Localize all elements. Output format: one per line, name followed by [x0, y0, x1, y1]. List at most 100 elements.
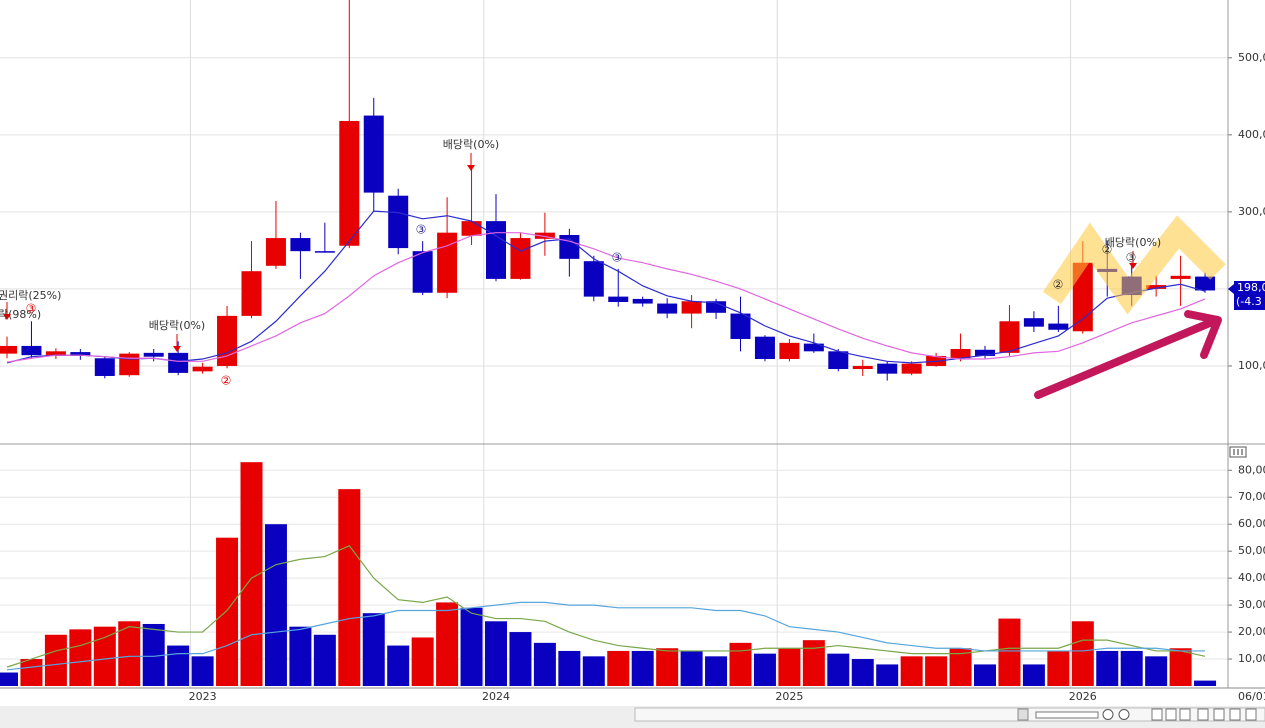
candle-body	[217, 315, 238, 366]
candle-body	[192, 366, 213, 372]
volume-bar	[729, 642, 752, 686]
zoom-in-button[interactable]	[1118, 709, 1130, 720]
volume-bar	[998, 618, 1021, 686]
event-marker: ②	[1102, 243, 1113, 257]
volume-bar	[20, 659, 43, 686]
volume-bar	[509, 632, 532, 686]
volume-bar	[582, 656, 605, 686]
event-arrow-head	[1129, 263, 1137, 269]
moving-average-line	[6, 232, 1206, 363]
candle-body	[583, 261, 604, 297]
volume-bar	[118, 621, 141, 686]
grid-layer: 100,000200,000300,000400,000500,00010,00…	[0, 0, 1265, 703]
candle-body	[950, 349, 971, 359]
volume-bar	[558, 650, 581, 686]
price-tag-change: (-4.3	[1236, 295, 1262, 308]
candle-body	[290, 238, 311, 252]
volume-average-line	[6, 545, 1206, 668]
tool-button[interactable]	[1229, 708, 1241, 721]
candle-body	[510, 238, 531, 279]
volume-bar	[705, 656, 728, 686]
candle-body	[241, 271, 262, 316]
candle-body	[852, 365, 873, 370]
x-tick-label: 2025	[775, 690, 803, 703]
volume-bar	[656, 648, 679, 686]
price-tag-price: 198,0	[1237, 281, 1265, 294]
y-tick-label: 500,000	[1238, 51, 1265, 64]
x-tick-label: 2026	[1069, 690, 1097, 703]
x-end-label: 06/01	[1238, 690, 1265, 703]
y-tick-label: 20,000	[1238, 625, 1265, 638]
event-annotation: 배당락(0%)	[1105, 236, 1161, 249]
volume-bar	[313, 634, 336, 686]
candle-body	[314, 251, 335, 253]
volume-bar	[1096, 650, 1119, 686]
candle-body	[119, 353, 140, 376]
candle-body	[45, 351, 66, 356]
zoom-slider[interactable]	[1035, 711, 1099, 719]
volume-bar	[0, 672, 18, 686]
candle-body	[632, 298, 653, 304]
candle-body	[168, 352, 189, 373]
tool-button[interactable]	[1197, 708, 1209, 721]
volume-bar	[240, 462, 263, 686]
nav-button[interactable]	[1179, 708, 1191, 721]
volume-bar	[851, 659, 874, 686]
volume-bar	[1022, 664, 1045, 686]
volume-bar	[1145, 656, 1168, 686]
candle-body	[779, 342, 800, 360]
volume-bar	[338, 489, 361, 686]
candle-body	[706, 301, 727, 313]
nav-button[interactable]	[1165, 708, 1177, 721]
volume-bar	[411, 637, 434, 686]
scroll-button[interactable]	[1017, 708, 1029, 721]
price-panel	[0, 0, 1216, 381]
tool-button[interactable]	[1213, 708, 1225, 721]
candle-body	[730, 313, 751, 339]
price-tag: 198,0 (-4.3	[1228, 281, 1265, 310]
candle-body	[534, 232, 555, 239]
volume-bar	[69, 629, 92, 686]
tool-button[interactable]	[1245, 708, 1257, 721]
volume-bar	[216, 537, 239, 686]
volume-bar	[264, 524, 287, 686]
candle-body	[828, 351, 849, 370]
y-tick-label: 60,000	[1238, 517, 1265, 530]
volume-bar	[607, 650, 630, 686]
volume-bar	[533, 642, 556, 686]
zoom-out-button[interactable]	[1102, 709, 1114, 720]
event-marker: ③	[612, 251, 623, 265]
candle-body	[143, 352, 164, 357]
candle-body	[999, 321, 1020, 353]
price-tag-pointer	[1228, 284, 1234, 294]
y-tick-label: 30,000	[1238, 598, 1265, 611]
volume-bar	[680, 650, 703, 686]
volume-bar	[93, 626, 116, 686]
volume-bar	[387, 645, 410, 686]
volume-bar	[876, 664, 899, 686]
nav-button[interactable]	[1151, 708, 1163, 721]
trend-arrow	[1034, 318, 1216, 399]
candle-body	[437, 232, 458, 293]
volume-bar	[1071, 621, 1094, 686]
candle-body	[21, 345, 42, 356]
volume-bar	[485, 621, 507, 686]
volume-bar	[1047, 650, 1070, 686]
candle-body	[0, 345, 17, 354]
y-tick-label: 80,000	[1238, 463, 1265, 476]
event-marker: ③	[1126, 251, 1137, 265]
volume-bar	[827, 653, 850, 686]
overlay-layer: 권리락(25%)락(98%)배당락(0%)배당락(0%)배당락(0%)③②③③②…	[0, 138, 1226, 399]
candle-body	[754, 336, 775, 360]
event-annotation: 배당락(0%)	[443, 138, 499, 151]
y-tick-label: 400,000	[1238, 128, 1265, 141]
volume-bar	[289, 626, 312, 686]
candle-body	[339, 120, 360, 246]
candle-body	[1195, 276, 1216, 291]
candle-body	[1146, 285, 1167, 289]
volume-bar	[753, 653, 776, 686]
volume-bar	[142, 623, 165, 686]
event-marker: ②	[1053, 278, 1064, 292]
event-arrow-head	[467, 165, 475, 171]
